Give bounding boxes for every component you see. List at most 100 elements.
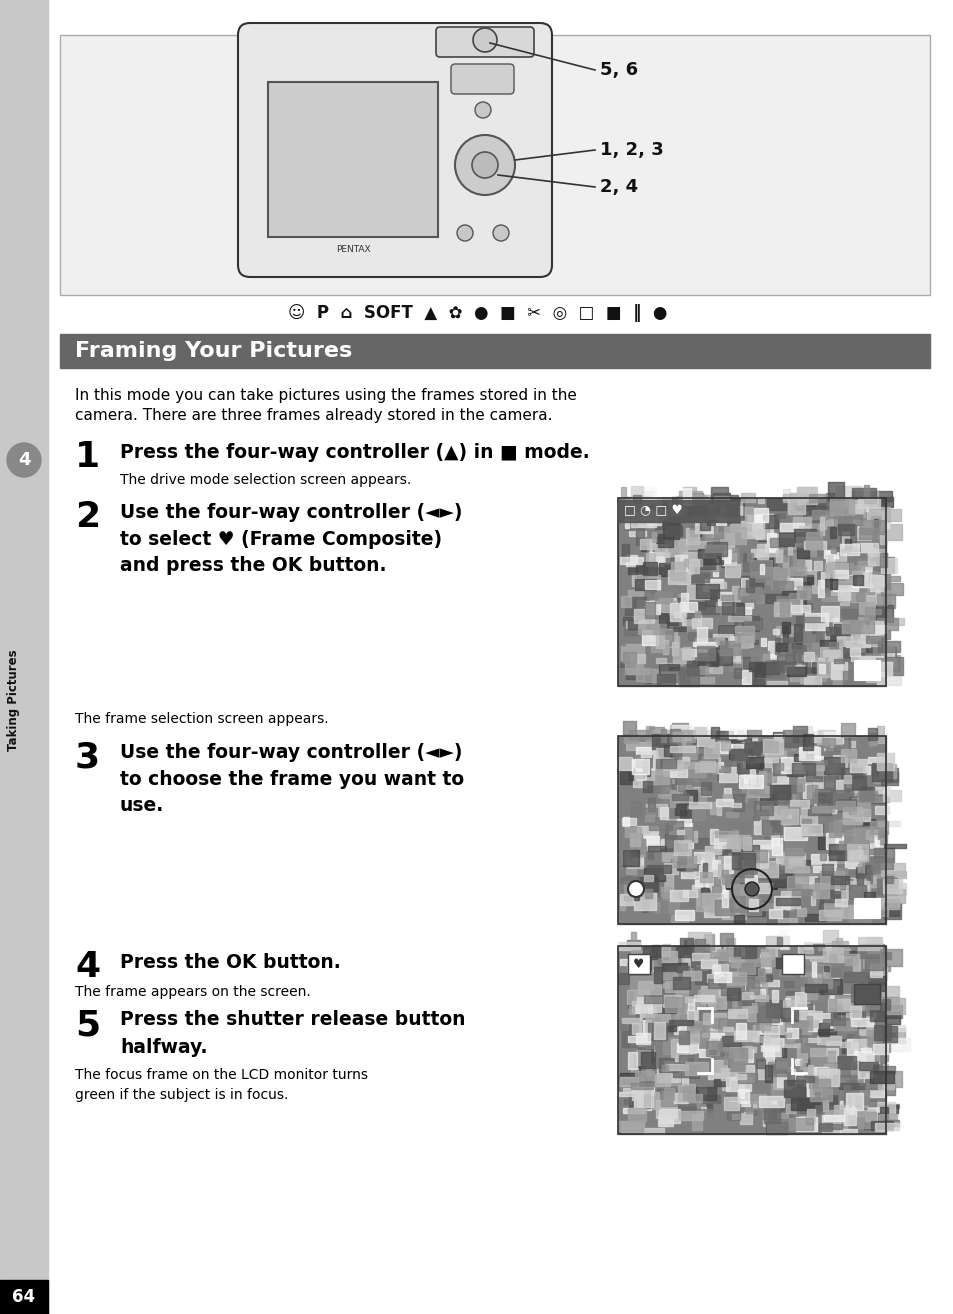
- Bar: [742, 622, 760, 629]
- Bar: [757, 514, 772, 526]
- Bar: [828, 844, 846, 861]
- Bar: [776, 514, 784, 518]
- Bar: [828, 995, 835, 1008]
- Bar: [268, 81, 437, 237]
- Bar: [706, 520, 715, 526]
- Bar: [627, 859, 642, 869]
- Bar: [707, 766, 729, 773]
- Bar: [700, 637, 703, 646]
- Bar: [881, 999, 898, 1008]
- Bar: [762, 1113, 778, 1126]
- Bar: [761, 805, 779, 820]
- Bar: [863, 607, 875, 622]
- Bar: [757, 861, 778, 876]
- Bar: [792, 1064, 801, 1072]
- Bar: [629, 654, 645, 662]
- Bar: [782, 1080, 803, 1097]
- Bar: [816, 757, 829, 771]
- Bar: [672, 497, 683, 506]
- Bar: [796, 1076, 813, 1083]
- Bar: [825, 869, 846, 882]
- Bar: [626, 498, 631, 510]
- Bar: [682, 971, 700, 980]
- Bar: [837, 526, 851, 530]
- Bar: [848, 866, 870, 875]
- Bar: [869, 903, 877, 918]
- Bar: [756, 805, 773, 819]
- Bar: [832, 570, 847, 578]
- Bar: [832, 794, 854, 809]
- Bar: [818, 579, 822, 597]
- Bar: [798, 748, 819, 761]
- Bar: [724, 870, 731, 882]
- Bar: [869, 821, 887, 834]
- Bar: [806, 641, 813, 646]
- Bar: [688, 1022, 711, 1026]
- Bar: [665, 1064, 687, 1071]
- Bar: [713, 867, 719, 884]
- Bar: [673, 669, 680, 681]
- Bar: [664, 629, 673, 645]
- Bar: [680, 593, 687, 611]
- Bar: [740, 576, 753, 589]
- Bar: [847, 878, 867, 888]
- Bar: [884, 1012, 899, 1024]
- Bar: [680, 1024, 696, 1035]
- Bar: [864, 993, 878, 1009]
- Text: use.: use.: [120, 796, 164, 815]
- Bar: [677, 495, 700, 501]
- Bar: [665, 558, 674, 564]
- Bar: [658, 1007, 675, 1013]
- Bar: [827, 767, 838, 774]
- Bar: [671, 600, 676, 612]
- Bar: [834, 512, 844, 518]
- Bar: [877, 618, 897, 631]
- Bar: [760, 664, 783, 678]
- Bar: [720, 978, 743, 995]
- Bar: [846, 844, 867, 861]
- Bar: [656, 841, 665, 846]
- Bar: [647, 849, 652, 858]
- Bar: [676, 819, 690, 825]
- Bar: [692, 832, 697, 836]
- Bar: [877, 830, 885, 844]
- Bar: [787, 548, 791, 553]
- Bar: [664, 834, 687, 850]
- Bar: [659, 633, 665, 640]
- Bar: [856, 1079, 862, 1084]
- Bar: [745, 991, 763, 999]
- Bar: [824, 633, 828, 649]
- Bar: [776, 1075, 785, 1087]
- Bar: [727, 616, 750, 620]
- Bar: [828, 641, 838, 648]
- Bar: [707, 741, 729, 746]
- Bar: [771, 838, 781, 854]
- Bar: [680, 612, 700, 625]
- Bar: [807, 1013, 831, 1031]
- Bar: [635, 1010, 652, 1025]
- Bar: [735, 842, 749, 849]
- Bar: [780, 891, 800, 908]
- Bar: [726, 972, 744, 986]
- Bar: [688, 802, 710, 808]
- Bar: [628, 991, 632, 1008]
- Bar: [853, 897, 879, 918]
- Bar: [740, 784, 765, 792]
- Bar: [805, 784, 817, 803]
- Bar: [805, 577, 812, 585]
- Bar: [802, 824, 821, 832]
- Bar: [620, 595, 631, 607]
- Bar: [728, 1004, 736, 1017]
- Bar: [830, 1008, 840, 1025]
- Bar: [881, 1071, 902, 1087]
- Bar: [739, 883, 743, 891]
- Bar: [748, 662, 760, 671]
- Bar: [627, 620, 637, 629]
- Bar: [830, 790, 852, 808]
- Bar: [642, 782, 652, 792]
- Bar: [756, 665, 767, 669]
- Bar: [786, 543, 800, 556]
- Bar: [808, 506, 823, 518]
- Bar: [844, 769, 859, 787]
- Bar: [751, 650, 768, 666]
